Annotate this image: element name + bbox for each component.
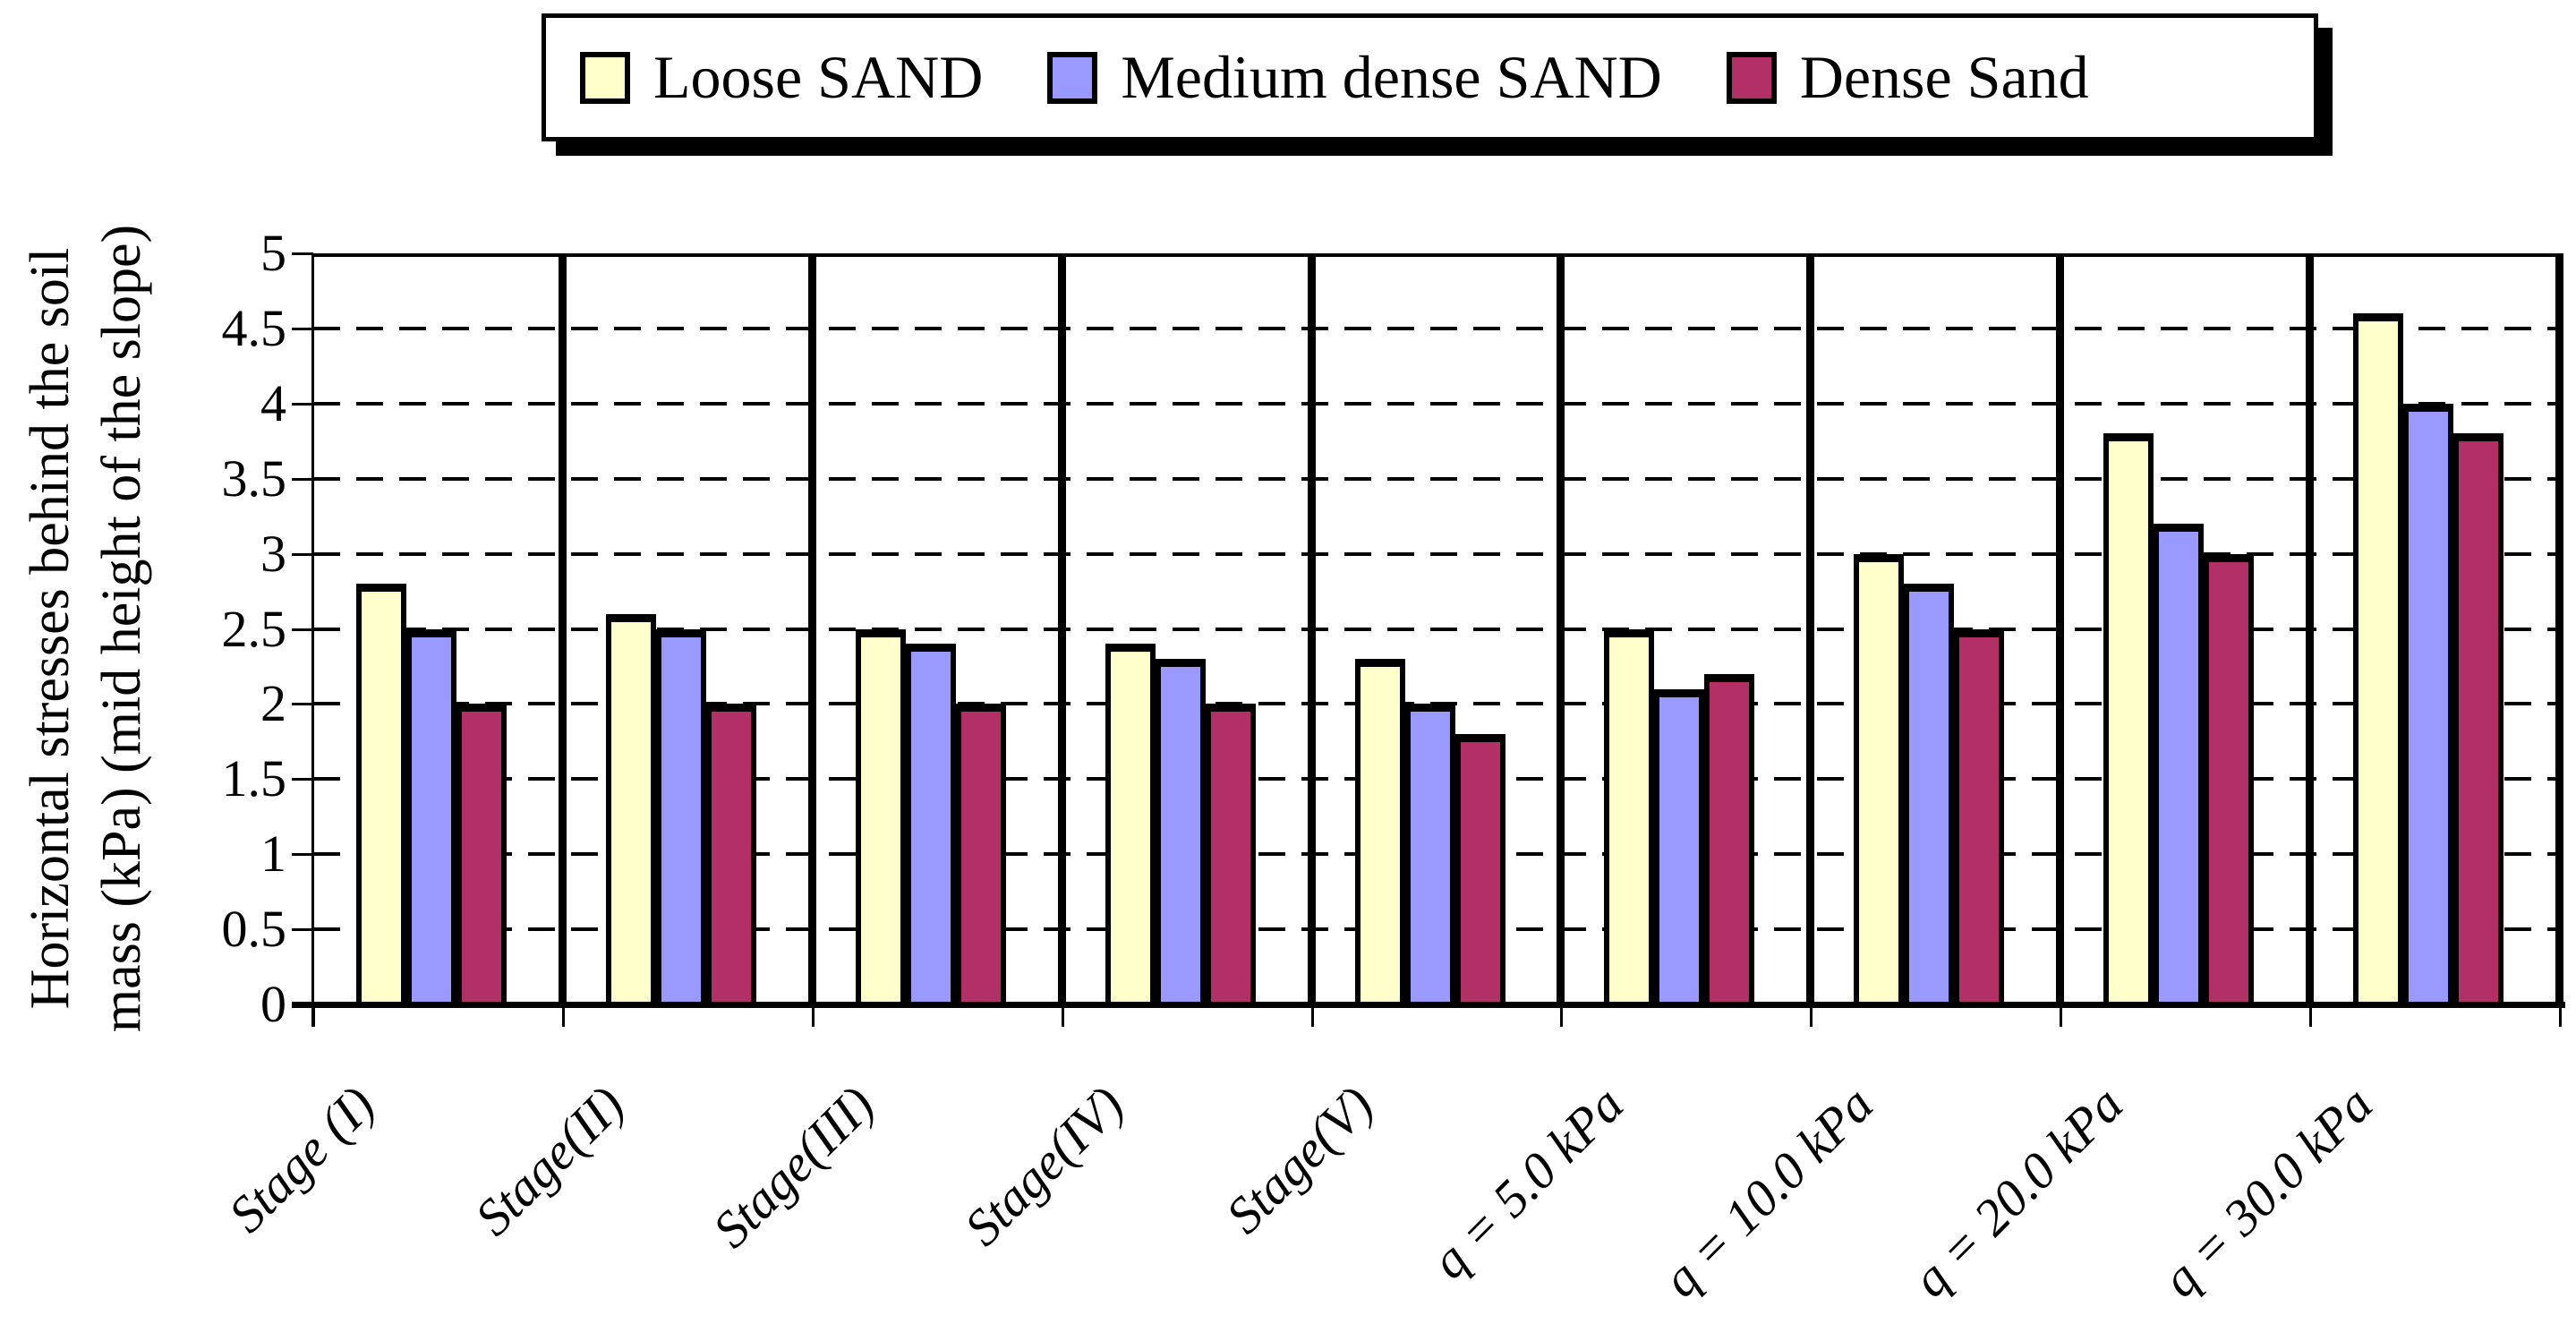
y-tick xyxy=(292,1004,313,1006)
y-tick-label: 4 xyxy=(260,373,286,432)
x-category-label: Stage(V) xyxy=(1215,1074,1385,1245)
bar xyxy=(1105,644,1156,1004)
y-tick-label: 0.5 xyxy=(221,900,287,959)
bar xyxy=(2204,553,2254,1004)
legend-item-dense-sand: Dense Sand xyxy=(1726,42,2089,113)
x-tick xyxy=(1560,1004,1563,1027)
x-tick xyxy=(1810,1004,1813,1027)
bar xyxy=(2453,433,2503,1004)
y-tick xyxy=(292,552,313,556)
y-tick-label: 4.5 xyxy=(221,298,287,357)
x-category-label: Stage(III) xyxy=(701,1074,885,1260)
gridline xyxy=(313,551,2560,556)
bar xyxy=(1206,704,1256,1004)
x-category-label: Stage(IV) xyxy=(952,1074,1135,1257)
x-tick xyxy=(2060,1004,2062,1027)
bar xyxy=(1954,628,2004,1004)
loose-sand-swatch-icon xyxy=(580,51,630,104)
bar xyxy=(406,628,456,1004)
category-separator-line xyxy=(1557,253,1565,1004)
gridline xyxy=(313,476,2560,481)
bar xyxy=(1156,659,1206,1004)
bar xyxy=(1854,553,1904,1004)
x-tick xyxy=(1311,1004,1314,1027)
category-separator-line xyxy=(808,253,816,1004)
y-tick xyxy=(292,252,313,255)
gridline xyxy=(313,627,2560,631)
x-tick xyxy=(562,1004,565,1027)
y-tick-label: 0 xyxy=(260,975,286,1033)
y-tick-label: 2 xyxy=(260,674,286,733)
category-separator-line xyxy=(1058,253,1066,1004)
y-tick xyxy=(292,778,313,782)
legend-label: Medium dense SAND xyxy=(1121,43,1662,111)
category-separator-line xyxy=(1308,253,1316,1004)
bar xyxy=(1654,688,1704,1004)
y-tick-label: 3.5 xyxy=(221,448,287,508)
y-tick xyxy=(292,628,313,631)
bar xyxy=(2353,313,2403,1004)
y-tick-label: 5 xyxy=(260,224,286,282)
x-tick xyxy=(1062,1004,1064,1027)
y-tick xyxy=(292,402,313,406)
y-tick-label: 1.5 xyxy=(221,749,287,808)
bar xyxy=(956,704,1006,1004)
bar xyxy=(2403,403,2453,1004)
bar xyxy=(1355,659,1405,1004)
bar xyxy=(606,613,656,1004)
bar xyxy=(906,644,956,1004)
y-tick-label: 1 xyxy=(260,824,286,884)
legend-item-loose-sand: Loose SAND xyxy=(580,42,983,113)
y-tick xyxy=(292,477,313,481)
bar xyxy=(1604,628,1654,1004)
legend-label: Dense Sand xyxy=(1799,43,2089,111)
y-tick xyxy=(292,853,313,857)
x-category-label: Stage(II) xyxy=(463,1074,635,1247)
bar xyxy=(1704,673,1754,1004)
x-category-label: q = 10.0 kPa xyxy=(1651,1074,1884,1309)
x-category-label: Stage (I) xyxy=(217,1074,386,1244)
bar xyxy=(356,584,406,1004)
bar xyxy=(1405,704,1455,1004)
x-category-label: q = 30.0 kPa xyxy=(2150,1074,2384,1309)
category-separator-line xyxy=(1806,253,1814,1004)
legend-item-medium-dense-sand: Medium dense SAND xyxy=(1047,42,1662,113)
legend: Loose SAND Medium dense SAND Dense Sand xyxy=(542,13,2318,141)
category-separator-line xyxy=(2306,253,2314,1004)
x-axis-line xyxy=(292,1002,2565,1008)
legend-label: Loose SAND xyxy=(653,43,984,111)
category-separator-line xyxy=(559,253,567,1004)
x-tick xyxy=(2309,1004,2312,1027)
category-separator-line xyxy=(2056,253,2064,1004)
x-tick xyxy=(2559,1004,2562,1027)
x-tick xyxy=(312,1004,315,1027)
bar xyxy=(2103,433,2154,1004)
y-axis-line xyxy=(311,253,314,1027)
bar xyxy=(706,704,756,1004)
y-tick xyxy=(292,928,313,932)
bar xyxy=(656,628,706,1004)
x-category-label: q = 20.0 kPa xyxy=(1900,1074,2134,1309)
plot-top-border xyxy=(313,253,2560,257)
medium-dense-sand-swatch-icon xyxy=(1047,51,1098,104)
bar xyxy=(2154,524,2204,1004)
bar xyxy=(456,704,507,1004)
plot-right-border xyxy=(2555,253,2563,1004)
gridline xyxy=(313,326,2560,330)
y-tick xyxy=(292,327,313,330)
gridline xyxy=(313,401,2560,406)
bar xyxy=(1455,733,1506,1004)
y-tick xyxy=(292,703,313,706)
x-tick xyxy=(812,1004,815,1027)
dense-sand-swatch-icon xyxy=(1726,51,1777,104)
y-tick-label: 3 xyxy=(260,524,286,583)
bar xyxy=(856,628,906,1004)
bar xyxy=(1904,584,1954,1004)
y-tick-label: 2.5 xyxy=(221,599,287,658)
x-category-label: q = 5.0 kPa xyxy=(1419,1074,1634,1290)
